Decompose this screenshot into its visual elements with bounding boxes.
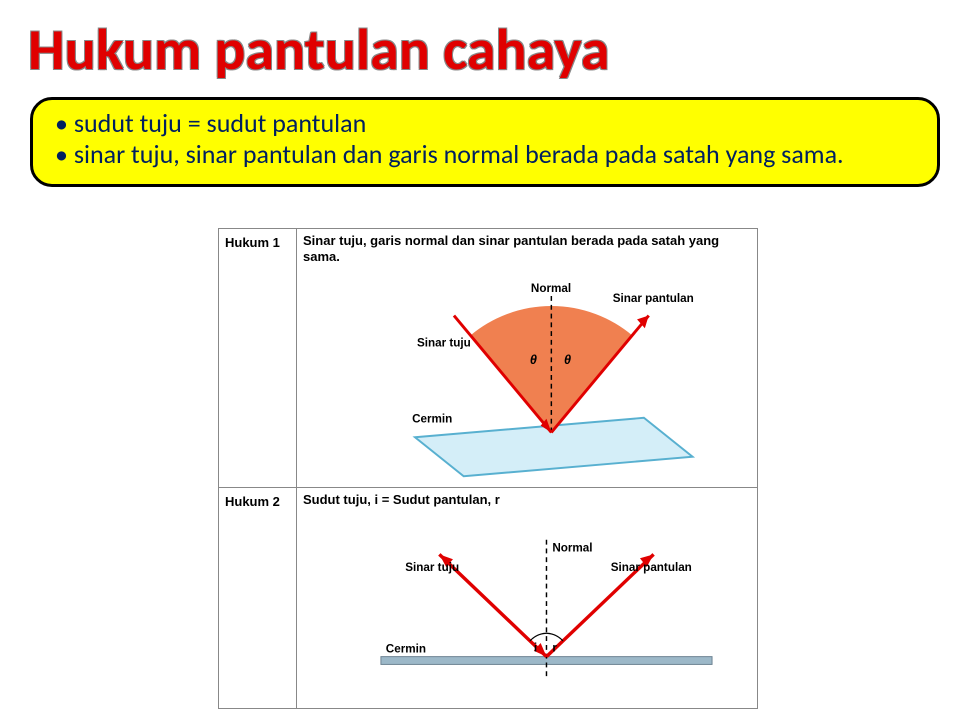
normal-label: Normal bbox=[531, 282, 571, 295]
theta-left: θ bbox=[530, 353, 537, 367]
row1-svg: θ θ Normal Sinar tuju Sinar pantulan Cer… bbox=[303, 264, 751, 482]
row2-svg: i r Normal Sinar tuju Sinar pantulan Cer… bbox=[303, 508, 751, 703]
row1-label: Hukum 1 bbox=[219, 229, 297, 487]
diagram-row-1: Hukum 1 Sinar tuju, garis normal dan sin… bbox=[219, 229, 757, 488]
normal-label2: Normal bbox=[552, 541, 592, 554]
bullet-box: sudut tuju = sudut pantulan sinar tuju, … bbox=[30, 97, 940, 187]
bullet-item: sudut tuju = sudut pantulan bbox=[55, 108, 919, 139]
i-label: i bbox=[534, 642, 537, 655]
row1-desc: Sinar tuju, garis normal dan sinar pantu… bbox=[303, 233, 751, 264]
diagram-row-2: Hukum 2 Sudut tuju, i = Sudut pantulan, … bbox=[219, 488, 757, 708]
row2-desc: Sudut tuju, i = Sudut pantulan, r bbox=[303, 492, 751, 508]
incident-label: Sinar tuju bbox=[417, 337, 471, 350]
theta-right: θ bbox=[564, 353, 571, 367]
mirror-label2: Cermin bbox=[386, 643, 426, 656]
row2-label: Hukum 2 bbox=[219, 488, 297, 708]
angle-arc-r bbox=[546, 633, 563, 641]
row2-content: Sudut tuju, i = Sudut pantulan, r i r bbox=[297, 488, 757, 708]
reflected-label2: Sinar pantulan bbox=[611, 561, 692, 574]
diagram-table: Hukum 1 Sinar tuju, garis normal dan sin… bbox=[218, 228, 758, 709]
mirror-label: Cermin bbox=[412, 413, 452, 426]
bullet-item: sinar tuju, sinar pantulan dan garis nor… bbox=[55, 139, 919, 170]
r-label: r bbox=[552, 642, 557, 655]
incident-label2: Sinar tuju bbox=[405, 561, 459, 574]
row1-content: Sinar tuju, garis normal dan sinar pantu… bbox=[297, 229, 757, 487]
angle-arc-i bbox=[530, 633, 547, 641]
reflected-label: Sinar pantulan bbox=[613, 292, 694, 305]
page-title: Hukum pantulan cahaya bbox=[0, 0, 960, 91]
